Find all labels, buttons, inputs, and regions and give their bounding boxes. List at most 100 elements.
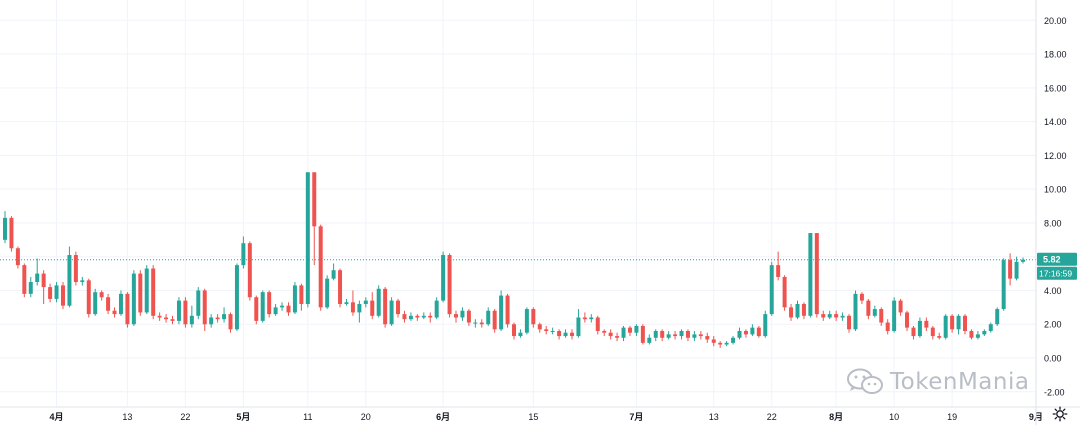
- candle-body: [756, 327, 761, 337]
- candle-body: [840, 315, 845, 318]
- candle: [698, 331, 703, 340]
- candle-body: [911, 327, 916, 337]
- y-tick-label: 4.00: [1044, 286, 1062, 296]
- candle: [151, 265, 156, 320]
- candle-body: [776, 265, 781, 277]
- candle-body: [428, 315, 433, 318]
- candle-body: [499, 295, 504, 330]
- candle-body: [531, 309, 536, 325]
- x-tick-label: 10: [889, 412, 899, 422]
- watermark: TokenMania: [846, 364, 1029, 400]
- candle-body: [550, 331, 555, 333]
- candle: [86, 278, 91, 318]
- candle-body: [389, 300, 394, 325]
- candle: [479, 319, 484, 328]
- candle-body: [595, 317, 600, 332]
- candle: [563, 329, 568, 338]
- candle: [254, 295, 259, 325]
- candle-body: [885, 322, 890, 332]
- candle: [892, 297, 897, 333]
- candle: [634, 324, 639, 337]
- gear-icon[interactable]: [1052, 406, 1068, 422]
- candle: [924, 317, 929, 332]
- candle: [247, 241, 252, 301]
- candle-body: [795, 303, 800, 318]
- candle-body: [183, 300, 188, 325]
- candle: [640, 324, 645, 345]
- candle-body: [930, 327, 935, 337]
- candle: [840, 312, 845, 321]
- candle: [473, 319, 478, 328]
- candle: [692, 331, 697, 342]
- candle: [679, 329, 684, 340]
- candle: [1021, 257, 1025, 264]
- candle-body: [743, 331, 748, 335]
- candle-body: [621, 327, 626, 338]
- candle-body: [492, 310, 497, 330]
- x-tick-label: 22: [180, 412, 190, 422]
- candle: [1001, 258, 1006, 311]
- candle: [106, 293, 111, 315]
- candle-body: [170, 319, 175, 321]
- candle-body: [640, 325, 645, 343]
- candle-body: [627, 327, 632, 333]
- candle-body: [402, 314, 407, 320]
- candle: [595, 315, 600, 335]
- candle: [80, 276, 85, 286]
- candle-body: [460, 310, 465, 318]
- candle-body: [685, 331, 690, 338]
- candle-body: [898, 300, 903, 313]
- candle-body: [189, 315, 194, 325]
- candle: [325, 275, 330, 310]
- candle-body: [22, 265, 27, 294]
- candle-body: [118, 293, 123, 315]
- candle-body: [254, 297, 259, 321]
- candle: [67, 246, 72, 308]
- candle: [460, 307, 465, 321]
- candle-body: [292, 285, 297, 313]
- candle-body: [325, 278, 330, 308]
- y-tick-label: 20.00: [1044, 16, 1067, 26]
- y-tick-label: 8.00: [1044, 218, 1062, 228]
- candle: [209, 314, 214, 328]
- x-tick-label: 4月: [50, 412, 64, 422]
- candle-body: [151, 268, 156, 316]
- candle-body: [821, 314, 826, 318]
- candle: [930, 325, 935, 340]
- candle-body: [731, 337, 736, 343]
- candle-body: [943, 315, 948, 338]
- candle-body: [434, 300, 439, 318]
- candle: [234, 263, 239, 332]
- candle: [911, 325, 916, 340]
- candle: [853, 290, 858, 332]
- candle: [653, 329, 658, 342]
- candle: [608, 329, 613, 340]
- candle: [685, 329, 690, 342]
- candle: [737, 327, 742, 340]
- candle: [486, 307, 491, 326]
- candle-body: [950, 315, 955, 330]
- candle-body: [473, 322, 478, 324]
- candle-body: [35, 273, 40, 283]
- price-tag-value: 5.82: [1043, 255, 1061, 265]
- candle: [228, 312, 233, 333]
- candle-body: [312, 172, 317, 227]
- candle: [943, 314, 948, 340]
- candle: [112, 307, 117, 318]
- candle-body: [653, 331, 658, 338]
- candle: [408, 312, 413, 321]
- candle: [183, 297, 188, 328]
- candle-body: [60, 285, 65, 306]
- candle-body: [563, 332, 568, 337]
- candle-body: [86, 280, 91, 315]
- candle-body: [164, 317, 169, 320]
- x-tick-label: 11: [303, 412, 312, 422]
- candle: [879, 307, 884, 326]
- candle-body: [408, 315, 413, 320]
- candle: [338, 268, 343, 308]
- x-tick-label: 22: [767, 412, 777, 422]
- candle-body: [988, 324, 993, 332]
- candle: [789, 303, 794, 321]
